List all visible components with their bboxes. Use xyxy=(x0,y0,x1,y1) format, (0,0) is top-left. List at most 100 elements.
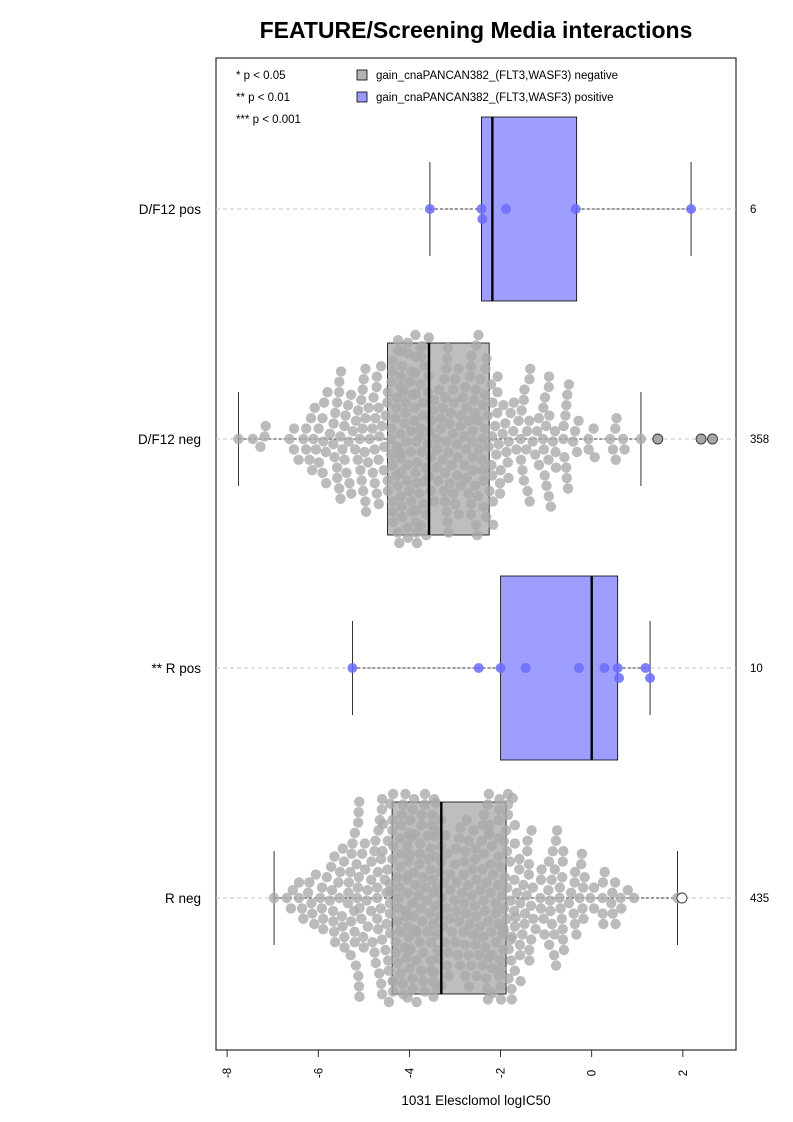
data-point xyxy=(545,905,556,917)
data-point xyxy=(490,898,501,909)
data-point xyxy=(486,926,497,937)
data-point xyxy=(571,446,583,458)
data-point xyxy=(353,872,365,883)
data-point xyxy=(455,410,466,421)
data-point xyxy=(493,814,505,826)
data-point xyxy=(419,799,431,810)
data-point xyxy=(375,978,387,989)
data-point xyxy=(481,511,492,523)
data-point xyxy=(331,397,343,408)
x-axis: 1031 Elesclomol logIC50 -8 -6 -4 -2 0 2 xyxy=(222,1049,690,1108)
data-point xyxy=(333,483,345,494)
data-point xyxy=(431,433,443,445)
data-point xyxy=(471,970,482,982)
data-point xyxy=(328,418,339,429)
data-point xyxy=(610,918,621,930)
data-point xyxy=(370,413,381,424)
data-point xyxy=(565,887,577,898)
data-point xyxy=(349,444,361,455)
data-point xyxy=(345,916,357,927)
data-point xyxy=(422,830,433,841)
data-point xyxy=(431,929,443,940)
data-point xyxy=(349,937,360,948)
data-point xyxy=(558,846,569,857)
data-point xyxy=(568,908,579,919)
data-point xyxy=(475,885,486,896)
data-point xyxy=(471,530,483,541)
data-point xyxy=(356,848,368,859)
data-point xyxy=(402,992,413,1003)
data-point xyxy=(416,446,428,458)
data-point xyxy=(418,397,429,408)
data-point xyxy=(384,928,396,939)
data-point xyxy=(411,926,422,938)
data-point xyxy=(334,376,345,387)
data-point xyxy=(606,898,617,909)
data-point xyxy=(392,527,404,538)
data-point xyxy=(293,877,305,888)
data-point xyxy=(410,388,422,400)
data-point xyxy=(425,937,437,948)
data-point xyxy=(321,478,332,489)
data-point xyxy=(342,400,354,411)
data-point xyxy=(538,402,549,413)
data-point xyxy=(549,864,561,875)
data-point xyxy=(477,864,488,875)
data-point xyxy=(446,926,458,937)
data-point xyxy=(597,892,608,904)
data-point xyxy=(335,366,347,377)
data-point xyxy=(321,872,333,883)
data-point xyxy=(473,329,484,341)
data-point xyxy=(519,384,530,395)
data-point xyxy=(422,439,433,450)
data-point xyxy=(417,916,428,927)
data-point xyxy=(310,869,322,880)
data-point xyxy=(468,825,479,836)
data-point xyxy=(463,950,474,961)
data-point xyxy=(393,892,404,904)
data-point xyxy=(640,663,651,673)
data-point xyxy=(360,413,371,424)
data-point xyxy=(470,384,481,395)
x-tick-label: 0 xyxy=(587,1070,599,1076)
data-point xyxy=(339,931,350,943)
data-point xyxy=(526,825,537,836)
outlier-point xyxy=(652,433,664,445)
data-point xyxy=(462,879,474,891)
data-point xyxy=(451,905,462,917)
data-point xyxy=(318,913,329,924)
data-point xyxy=(517,929,528,940)
data-point xyxy=(612,663,623,673)
data-point xyxy=(331,462,343,473)
data-point xyxy=(476,204,487,214)
data-point xyxy=(416,965,427,976)
data-point xyxy=(376,804,388,815)
data-point xyxy=(384,898,396,909)
data-point xyxy=(541,480,552,491)
data-point xyxy=(425,843,437,854)
data-point xyxy=(413,890,424,901)
data-point xyxy=(507,792,518,804)
data-point xyxy=(533,413,545,424)
data-point xyxy=(450,937,461,948)
x-tick-label: -2 xyxy=(496,1068,508,1078)
data-point xyxy=(351,892,363,904)
data-point xyxy=(441,506,452,517)
data-point xyxy=(317,467,328,478)
data-point xyxy=(441,848,453,859)
data-point xyxy=(575,859,587,870)
data-point xyxy=(376,420,388,432)
data-point xyxy=(521,426,533,437)
data-point xyxy=(515,898,526,909)
data-point xyxy=(577,903,588,914)
data-point xyxy=(470,340,482,351)
data-point xyxy=(645,673,656,683)
data-point xyxy=(444,913,455,924)
data-point xyxy=(605,433,616,445)
data-point xyxy=(486,459,497,471)
data-point xyxy=(520,663,531,673)
data-point xyxy=(302,887,314,898)
data-point xyxy=(322,387,333,398)
data-point xyxy=(415,379,426,390)
